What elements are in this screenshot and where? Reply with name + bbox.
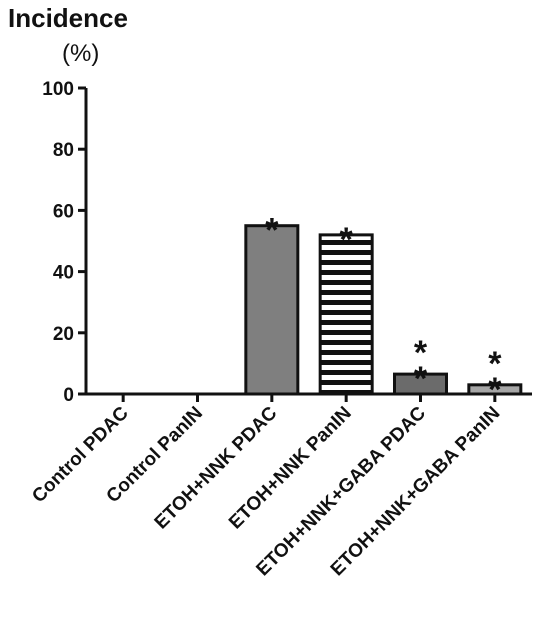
- significance-asterisk: *: [414, 360, 428, 398]
- y-tick-label: 100: [42, 79, 74, 100]
- bar-etoh-nnk-pdac: [244, 224, 300, 396]
- bar-etoh-nnk-panin: [318, 233, 374, 396]
- y-axis-title: Incidence: [8, 3, 128, 33]
- y-tick-label: 60: [53, 201, 74, 222]
- category-label: ETOH+NNK PanIN: [225, 403, 356, 534]
- category-label: ETOH+NNK PDAC: [151, 402, 282, 533]
- significance-asterisk: *: [265, 212, 279, 250]
- y-tick-label: 80: [53, 140, 74, 161]
- bar-etoh-nnk-gaba-pdac: [393, 372, 448, 396]
- significance-asterisk: *: [488, 371, 502, 409]
- bar-group: [244, 224, 523, 396]
- bar-etoh-nnk-gaba-panin: [467, 383, 523, 396]
- y-tick-label: 0: [63, 385, 74, 406]
- significance-marks: * *** **: [265, 212, 502, 409]
- y-axis-ticks: 0 20 40 60 80 100: [42, 79, 86, 406]
- y-axis-unit: (%): [62, 40, 99, 67]
- y-tick-label: 20: [53, 324, 74, 345]
- y-tick-label: 40: [53, 263, 74, 284]
- significance-asterisk: *: [488, 345, 502, 383]
- significance-asterisk: *: [340, 221, 354, 259]
- significance-asterisk: *: [414, 334, 428, 372]
